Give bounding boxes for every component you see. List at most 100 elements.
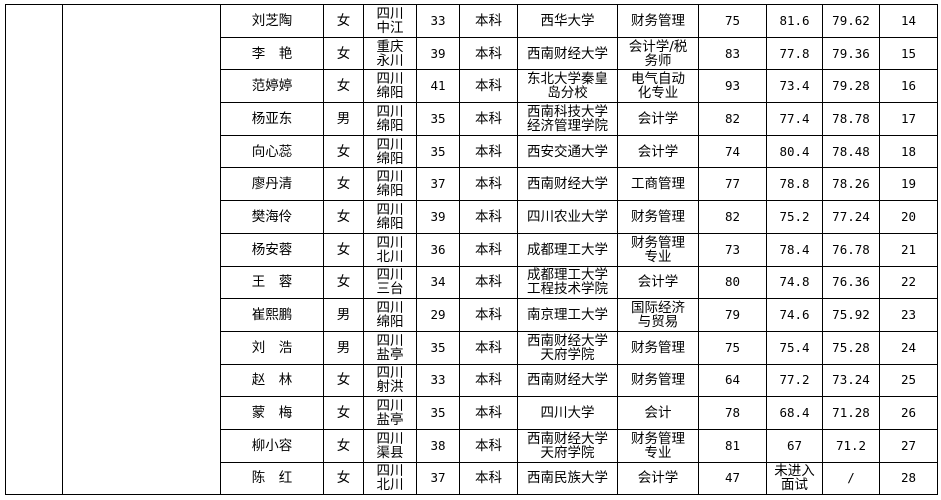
table-row: 向心蕊女四川 绵阳 35 本科 西安交通大学 会计学 74 80.4 78.48 18 xyxy=(6,134,938,169)
major-cell: 工商管理 xyxy=(617,167,699,202)
rank-cell: 28 xyxy=(879,461,938,496)
name-cell: 刘芝陶 xyxy=(220,4,324,38)
gender-cell: 女 xyxy=(323,461,364,496)
age-cell: 33 xyxy=(416,4,460,38)
age-cell: 39 xyxy=(416,200,460,234)
interview-cell: 77.2 xyxy=(766,363,823,398)
interview-cell: 81.6 xyxy=(766,4,823,38)
major-cell: 会计 xyxy=(617,396,699,430)
name-cell: 樊海伶 xyxy=(220,200,324,234)
written-cell: 81 xyxy=(698,428,767,463)
education-cell: 本科 xyxy=(459,167,518,202)
age-cell: 35 xyxy=(416,134,460,169)
major-cell: 财务管理 专业 xyxy=(617,232,699,267)
school-cell: 南京理工大学 xyxy=(517,298,618,332)
school-cell: 西安交通大学 xyxy=(517,134,618,169)
table-row: 刘 浩男四川 盐亭 35 本科 西南财经大学 天府学院 财务管理 75 75.4 75.28 2… xyxy=(6,330,938,365)
written-cell: 77 xyxy=(698,167,767,202)
school-cell: 西南财经大学 天府学院 xyxy=(517,428,618,463)
written-cell: 80 xyxy=(698,265,767,300)
interview-cell: 68.4 xyxy=(766,396,823,430)
age-cell: 38 xyxy=(416,428,460,463)
rank-cell: 17 xyxy=(879,102,938,136)
major-cell: 会计学 xyxy=(617,461,699,496)
interview-cell: 74.8 xyxy=(766,265,823,300)
interview-cell: 74.6 xyxy=(766,298,823,332)
total-cell: 76.78 xyxy=(822,232,880,267)
origin-cell: 四川 三台 xyxy=(363,265,417,300)
rank-cell: 27 xyxy=(879,428,938,463)
school-cell: 四川大学 xyxy=(517,396,618,430)
major-cell: 会计学 xyxy=(617,134,699,169)
origin-cell: 四川 射洪 xyxy=(363,363,417,398)
age-cell: 41 xyxy=(416,69,460,104)
written-cell: 82 xyxy=(698,200,767,234)
gender-cell: 女 xyxy=(323,200,364,234)
interview-cell: 77.8 xyxy=(766,36,823,71)
written-cell: 93 xyxy=(698,69,767,104)
age-cell: 33 xyxy=(416,363,460,398)
gender-cell: 女 xyxy=(323,69,364,104)
age-cell: 39 xyxy=(416,36,460,71)
school-cell: 西南财经大学 xyxy=(517,36,618,71)
major-cell: 国际经济 与贸易 xyxy=(617,298,699,332)
age-cell: 29 xyxy=(416,298,460,332)
major-cell: 电气自动 化专业 xyxy=(617,69,699,104)
gender-cell: 女 xyxy=(323,363,364,398)
school-cell: 西南财经大学 天府学院 xyxy=(517,330,618,365)
origin-cell: 四川 绵阳 xyxy=(363,69,417,104)
table-row: 范婷婷女四川 绵阳 41 本科 东北大学秦皇 岛分校 电气自动 化专业 93 73.4 79.… xyxy=(6,69,938,104)
education-cell: 本科 xyxy=(459,428,518,463)
education-cell: 本科 xyxy=(459,396,518,430)
education-cell: 本科 xyxy=(459,363,518,398)
interview-cell: 78.8 xyxy=(766,167,823,202)
table-row: 杨安蓉女四川 北川 36 本科 成都理工大学 财务管理 专业 73 78.4 76.78 21 xyxy=(6,232,938,267)
total-cell: 71.28 xyxy=(822,396,880,430)
education-cell: 本科 xyxy=(459,69,518,104)
table-row: 杨亚东男四川 绵阳 35 本科 西南科技大学 经济管理学院 会计学 82 77.4 78.78… xyxy=(6,102,938,136)
rank-cell: 20 xyxy=(879,200,938,234)
total-cell: 79.36 xyxy=(822,36,880,71)
name-cell: 刘 浩 xyxy=(220,330,324,365)
name-cell: 崔熙鹏 xyxy=(220,298,324,332)
origin-cell: 重庆 永川 xyxy=(363,36,417,71)
table-row: 赵 林女四川 射洪 33 本科 西南财经大学 财务管理 64 77.2 73.24 25 xyxy=(6,363,938,398)
education-cell: 本科 xyxy=(459,102,518,136)
education-cell: 本科 xyxy=(459,36,518,71)
rank-cell: 21 xyxy=(879,232,938,267)
origin-cell: 四川 绵阳 xyxy=(363,167,417,202)
origin-cell: 四川 北川 xyxy=(363,461,417,496)
education-cell: 本科 xyxy=(459,461,518,496)
rank-cell: 24 xyxy=(879,330,938,365)
education-cell: 本科 xyxy=(459,330,518,365)
merged-cell-b xyxy=(62,3,221,496)
school-cell: 西南财经大学 xyxy=(517,167,618,202)
age-cell: 37 xyxy=(416,167,460,202)
interview-cell: 75.2 xyxy=(766,200,823,234)
gender-cell: 男 xyxy=(323,102,364,136)
origin-cell: 四川 盐亭 xyxy=(363,396,417,430)
gender-cell: 女 xyxy=(323,232,364,267)
rank-cell: 22 xyxy=(879,265,938,300)
origin-cell: 四川 绵阳 xyxy=(363,134,417,169)
total-cell: 79.62 xyxy=(822,4,880,38)
written-cell: 74 xyxy=(698,134,767,169)
table-row: 王 蓉女四川 三台 34 本科 成都理工大学 工程技术学院 会计学 80 74.8 76.36… xyxy=(6,265,938,300)
gender-cell: 男 xyxy=(323,330,364,365)
written-cell: 75 xyxy=(698,4,767,38)
gender-cell: 女 xyxy=(323,36,364,71)
written-cell: 83 xyxy=(698,36,767,71)
written-cell: 64 xyxy=(698,363,767,398)
interview-cell: 75.4 xyxy=(766,330,823,365)
origin-cell: 四川 中江 xyxy=(363,4,417,38)
candidate-table: 刘芝陶女四川 中江 33 本科 西华大学 财务管理 75 81.6 79.62 14 李 艳女重庆… xyxy=(5,3,938,496)
education-cell: 本科 xyxy=(459,265,518,300)
written-cell: 75 xyxy=(698,330,767,365)
interview-cell: 未进入 面试 xyxy=(766,461,823,496)
gender-cell: 女 xyxy=(323,134,364,169)
total-cell: 73.24 xyxy=(822,363,880,398)
major-cell: 财务管理 xyxy=(617,4,699,38)
merged-cell-a xyxy=(5,3,63,496)
total-cell: 78.78 xyxy=(822,102,880,136)
total-cell: 78.26 xyxy=(822,167,880,202)
